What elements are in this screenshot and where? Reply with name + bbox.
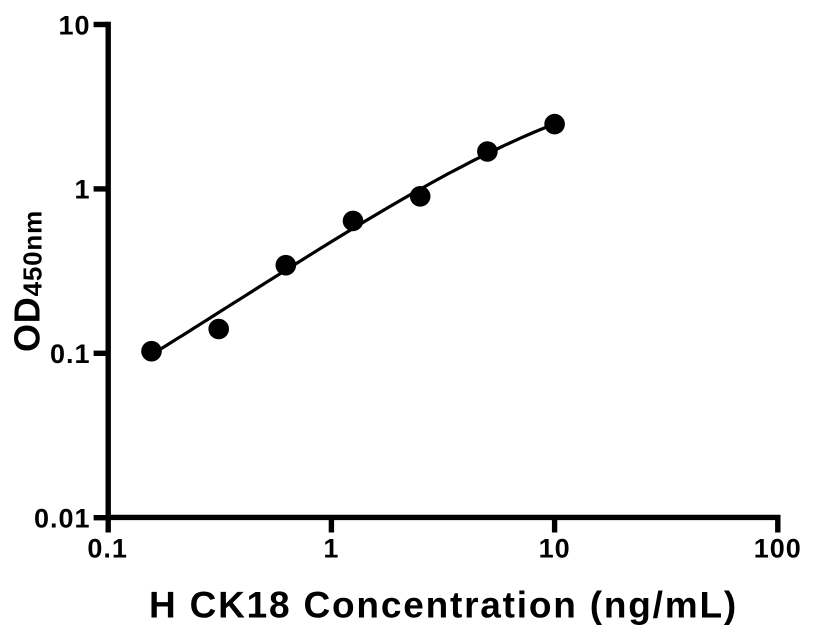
svg-text:0.1: 0.1 bbox=[50, 339, 91, 369]
svg-text:0.1: 0.1 bbox=[87, 534, 128, 564]
svg-text:1: 1 bbox=[323, 534, 339, 564]
svg-text:OD450nm: OD450nm bbox=[7, 210, 48, 352]
svg-text:0.01: 0.01 bbox=[34, 504, 91, 534]
svg-text:H CK18 Concentration (ng/mL): H CK18 Concentration (ng/mL) bbox=[149, 585, 738, 626]
svg-text:10: 10 bbox=[539, 534, 571, 564]
svg-text:1: 1 bbox=[74, 175, 90, 205]
svg-text:10: 10 bbox=[58, 10, 90, 40]
svg-text:100: 100 bbox=[754, 534, 802, 564]
